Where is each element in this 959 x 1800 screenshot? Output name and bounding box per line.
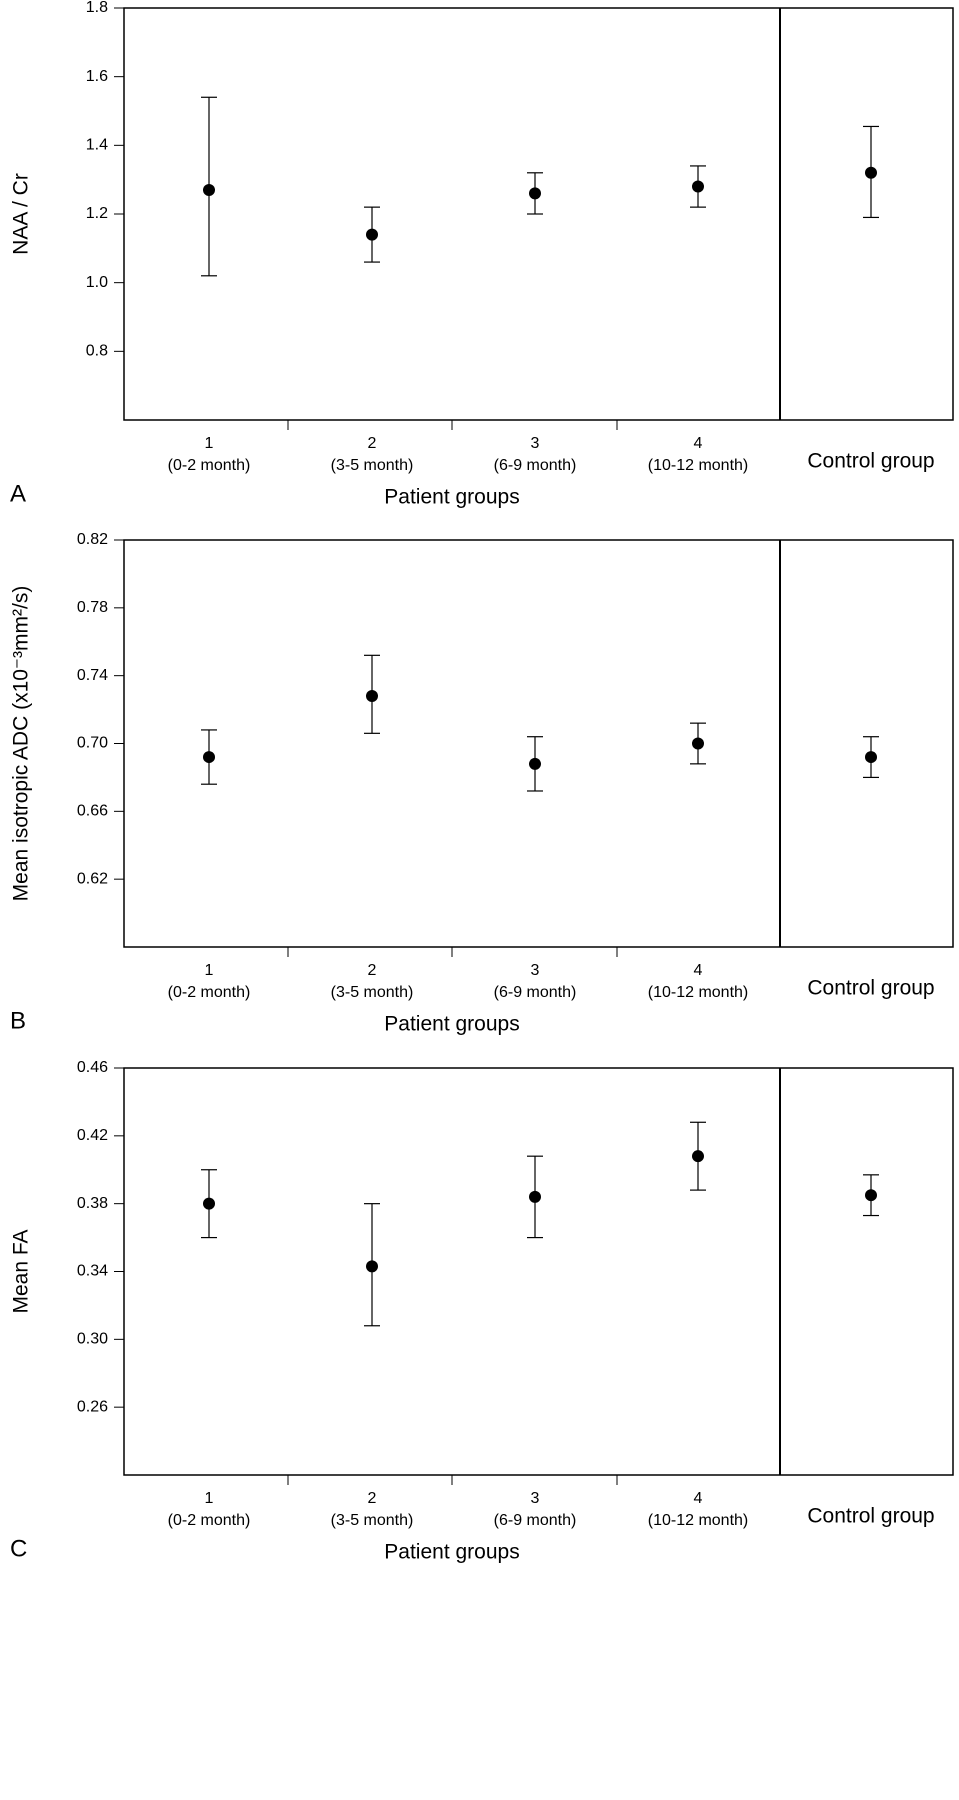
plot-frame xyxy=(123,1067,954,1476)
x-tick-label: 2 xyxy=(368,1490,377,1507)
y-tick-label: 1.0 xyxy=(86,274,108,291)
x-tick-label: 1 xyxy=(205,962,214,979)
x-tick-label: 3 xyxy=(531,962,540,979)
mean-point xyxy=(366,228,378,241)
mean-point xyxy=(529,757,541,770)
x-tick-label: 2 xyxy=(368,962,377,979)
panel-letter: C xyxy=(10,1535,27,1562)
x-tick-label: 4 xyxy=(694,962,703,979)
mean-point xyxy=(692,737,704,750)
panel-letter: B xyxy=(10,1007,26,1034)
x-tick-label: Control group xyxy=(807,1505,934,1528)
x-axis-label: Patient groups xyxy=(384,1541,519,1564)
mean-point xyxy=(865,751,877,764)
y-axis-label: NAA / Cr xyxy=(10,173,33,255)
x-tick-label: 4 xyxy=(694,435,703,452)
y-tick-label: 0.38 xyxy=(77,1195,108,1212)
x-axis-label: Patient groups xyxy=(384,486,519,509)
y-tick-label: 0.26 xyxy=(77,1398,108,1415)
mean-point xyxy=(203,183,215,196)
x-tick-label: 3 xyxy=(531,435,540,452)
y-tick-label: 0.42 xyxy=(77,1127,108,1144)
x-tick-label: Control group xyxy=(807,977,934,1000)
y-tick-label: 0.8 xyxy=(86,343,108,360)
mean-point xyxy=(692,1150,704,1163)
mean-point xyxy=(366,1260,378,1273)
x-tick-label: 3 xyxy=(531,1490,540,1507)
x-axis-label: Patient groups xyxy=(384,1013,519,1036)
mean-point xyxy=(203,1197,215,1210)
y-tick-label: 0.82 xyxy=(77,531,108,548)
x-tick-sublabel: (10-12 month) xyxy=(648,984,749,1001)
x-tick-sublabel: (3-5 month) xyxy=(331,457,414,474)
y-tick-label: 1.4 xyxy=(86,137,108,154)
y-tick-label: 1.6 xyxy=(86,68,108,85)
mean-point xyxy=(529,187,541,200)
x-tick-sublabel: (6-9 month) xyxy=(494,1512,577,1529)
y-axis-label: Mean isotropic ADC (x10⁻³mm²/s) xyxy=(10,586,33,902)
y-tick-label: 0.70 xyxy=(77,735,108,752)
x-tick-label: 4 xyxy=(694,1490,703,1507)
mean-point xyxy=(529,1190,541,1203)
y-tick-label: 0.34 xyxy=(77,1263,108,1280)
mean-point xyxy=(366,690,378,703)
x-tick-label: 1 xyxy=(205,1490,214,1507)
y-tick-label: 0.78 xyxy=(77,599,108,616)
x-tick-sublabel: (3-5 month) xyxy=(331,1512,414,1529)
y-tick-label: 0.66 xyxy=(77,803,108,820)
mean-point xyxy=(692,180,704,193)
x-tick-sublabel: (0-2 month) xyxy=(168,457,251,474)
x-tick-sublabel: (0-2 month) xyxy=(168,1512,251,1529)
plot-frame xyxy=(123,539,954,948)
x-tick-sublabel: (10-12 month) xyxy=(648,457,749,474)
x-tick-sublabel: (0-2 month) xyxy=(168,984,251,1001)
mean-point xyxy=(865,166,877,179)
x-tick-label: 1 xyxy=(205,435,214,452)
y-tick-label: 0.62 xyxy=(77,870,108,887)
y-tick-label: 1.2 xyxy=(86,205,108,222)
x-tick-sublabel: (6-9 month) xyxy=(494,984,577,1001)
panel-letter: A xyxy=(10,480,26,507)
y-axis-label: Mean FA xyxy=(10,1229,33,1313)
x-tick-sublabel: (10-12 month) xyxy=(648,1512,749,1529)
x-tick-sublabel: (6-9 month) xyxy=(494,457,577,474)
y-tick-label: 0.30 xyxy=(77,1331,108,1348)
y-tick-label: 1.8 xyxy=(86,0,108,16)
y-tick-label: 0.46 xyxy=(77,1059,108,1076)
x-tick-label: Control group xyxy=(807,450,934,473)
y-tick-label: 0.74 xyxy=(77,667,108,684)
x-tick-sublabel: (3-5 month) xyxy=(331,984,414,1001)
mean-point xyxy=(865,1189,877,1202)
mean-point xyxy=(203,751,215,764)
x-tick-label: 2 xyxy=(368,435,377,452)
